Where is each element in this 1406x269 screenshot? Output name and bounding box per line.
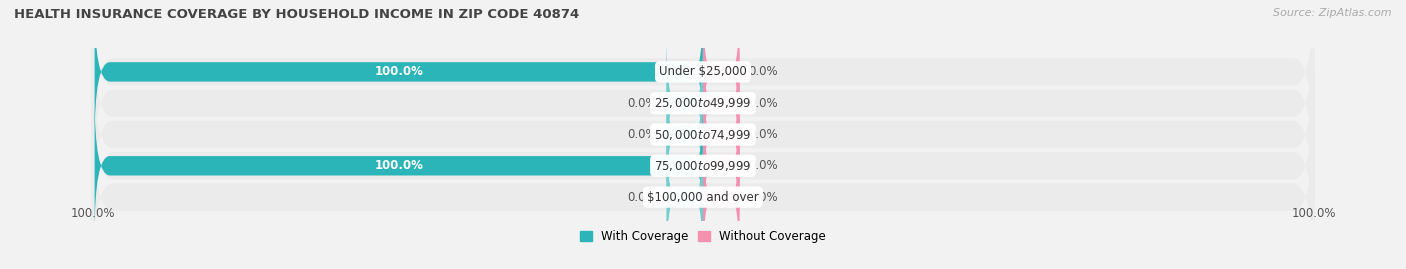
Text: 100.0%: 100.0%: [374, 159, 423, 172]
FancyBboxPatch shape: [666, 129, 703, 266]
Text: 0.0%: 0.0%: [627, 128, 658, 141]
Text: 0.0%: 0.0%: [627, 191, 658, 204]
Text: 100.0%: 100.0%: [1291, 207, 1336, 220]
FancyBboxPatch shape: [94, 3, 703, 140]
FancyBboxPatch shape: [91, 38, 1315, 231]
FancyBboxPatch shape: [91, 0, 1315, 168]
Text: $25,000 to $49,999: $25,000 to $49,999: [654, 96, 752, 110]
Text: $75,000 to $99,999: $75,000 to $99,999: [654, 159, 752, 173]
Text: Under $25,000: Under $25,000: [659, 65, 747, 78]
Text: $50,000 to $74,999: $50,000 to $74,999: [654, 128, 752, 141]
Text: 0.0%: 0.0%: [748, 65, 779, 78]
FancyBboxPatch shape: [703, 66, 740, 203]
Legend: With Coverage, Without Coverage: With Coverage, Without Coverage: [578, 228, 828, 246]
Text: 0.0%: 0.0%: [627, 97, 658, 110]
FancyBboxPatch shape: [91, 70, 1315, 262]
FancyBboxPatch shape: [703, 35, 740, 172]
Text: 0.0%: 0.0%: [748, 191, 779, 204]
Text: 100.0%: 100.0%: [70, 207, 115, 220]
FancyBboxPatch shape: [666, 66, 703, 203]
Text: 0.0%: 0.0%: [748, 159, 779, 172]
FancyBboxPatch shape: [703, 97, 740, 234]
Text: Source: ZipAtlas.com: Source: ZipAtlas.com: [1274, 8, 1392, 18]
Text: 100.0%: 100.0%: [374, 65, 423, 78]
Text: 0.0%: 0.0%: [748, 128, 779, 141]
FancyBboxPatch shape: [666, 35, 703, 172]
FancyBboxPatch shape: [91, 7, 1315, 199]
FancyBboxPatch shape: [94, 97, 703, 234]
FancyBboxPatch shape: [703, 3, 740, 140]
FancyBboxPatch shape: [91, 101, 1315, 269]
Text: HEALTH INSURANCE COVERAGE BY HOUSEHOLD INCOME IN ZIP CODE 40874: HEALTH INSURANCE COVERAGE BY HOUSEHOLD I…: [14, 8, 579, 21]
FancyBboxPatch shape: [703, 129, 740, 266]
Text: $100,000 and over: $100,000 and over: [647, 191, 759, 204]
Text: 0.0%: 0.0%: [748, 97, 779, 110]
